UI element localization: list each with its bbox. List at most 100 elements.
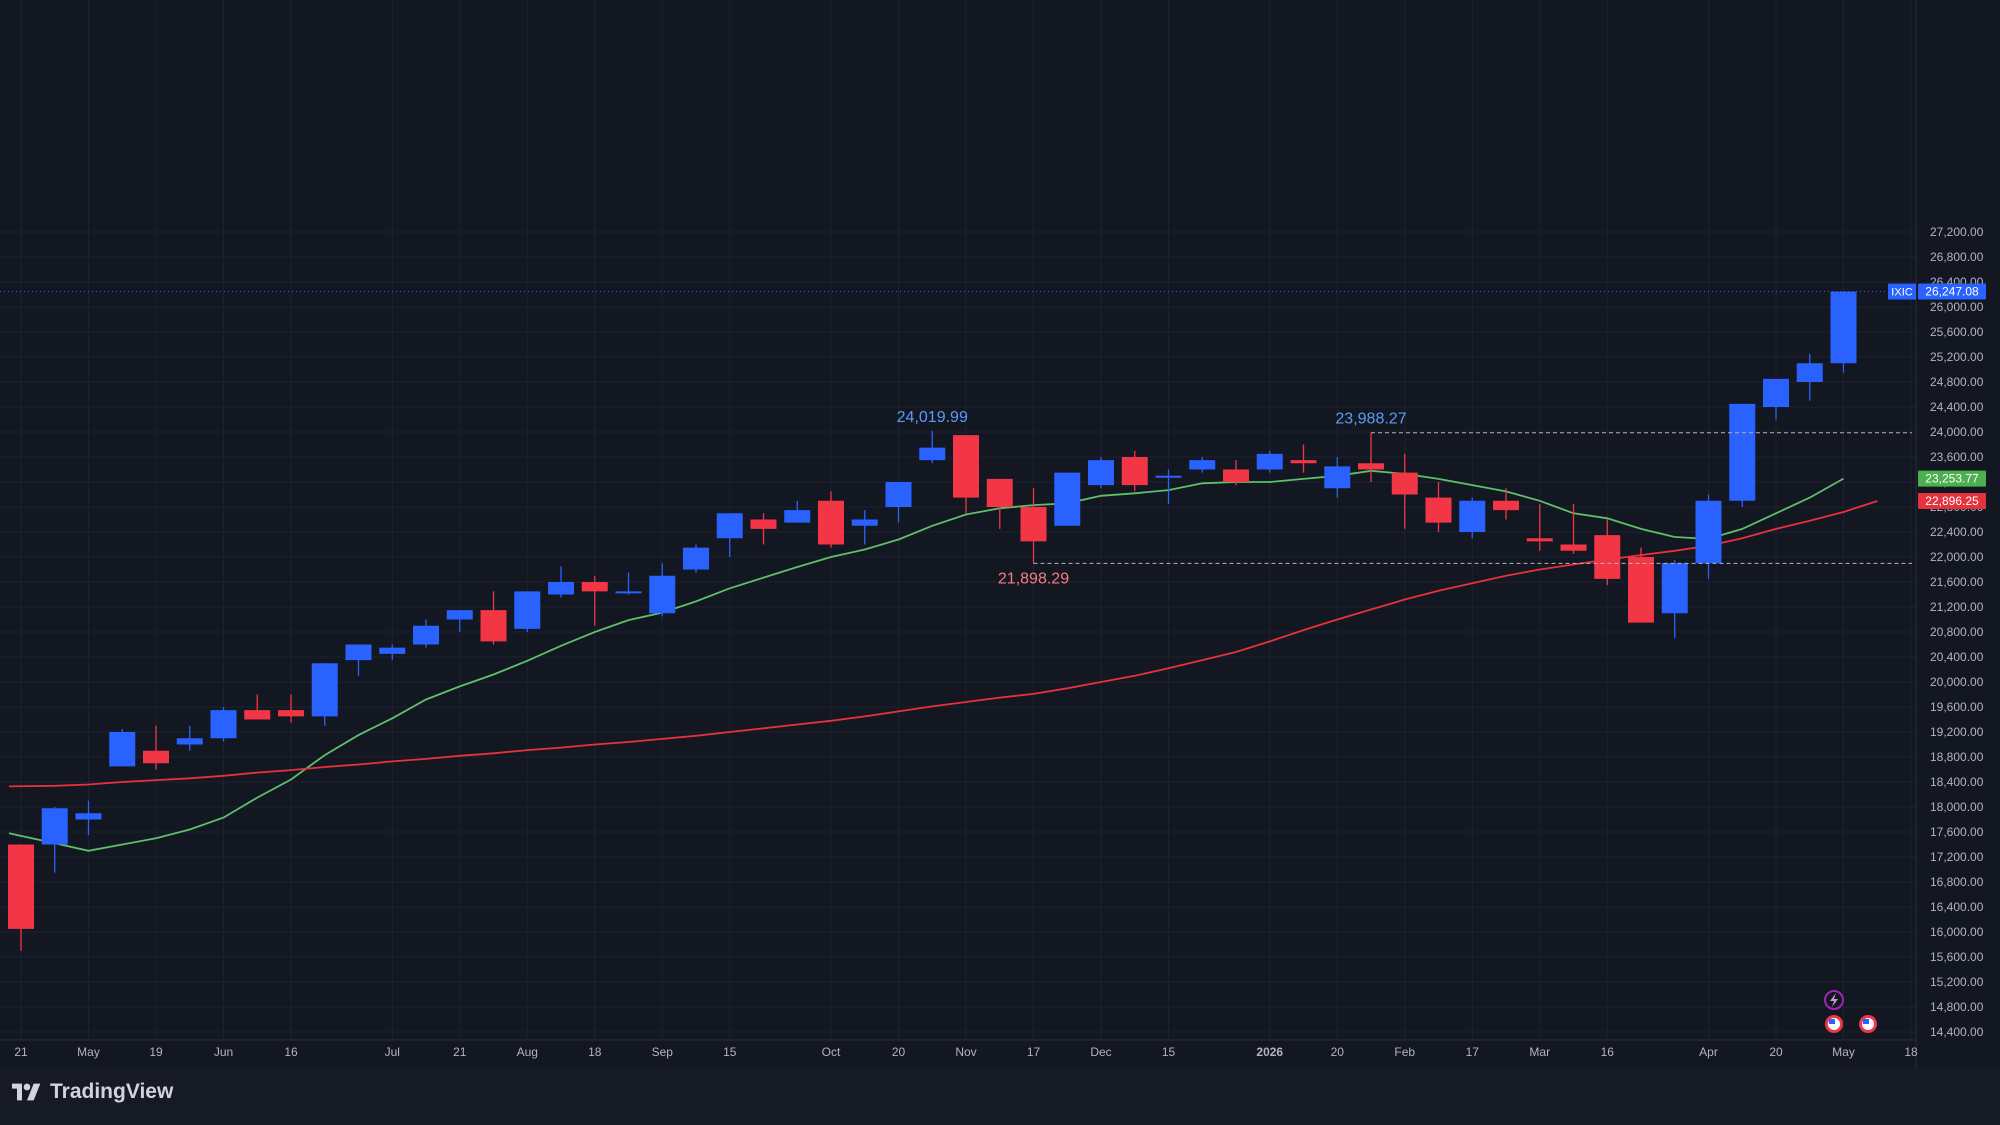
- candle[interactable]: [210, 707, 237, 742]
- price-tags: 23,253.77 22,896.25 26,247.08 IXIC: [0, 283, 1986, 509]
- us-flag-event-icon[interactable]: [1859, 1015, 1877, 1033]
- time-tick-label: 17: [1027, 1045, 1041, 1059]
- candle-body: [649, 575, 676, 614]
- us-flag-event-icon[interactable]: [1825, 1015, 1843, 1033]
- candle[interactable]: [1661, 560, 1688, 639]
- footer-bar: [0, 1068, 2000, 1125]
- candle[interactable]: [1729, 403, 1756, 507]
- tradingview-logo[interactable]: TradingView: [12, 1080, 173, 1104]
- candle[interactable]: [649, 563, 676, 617]
- candle[interactable]: [953, 435, 979, 514]
- candle[interactable]: [345, 644, 372, 676]
- candle[interactable]: [278, 694, 304, 723]
- candle-body: [818, 500, 844, 545]
- candle[interactable]: [1324, 457, 1351, 498]
- price-tick-label: 20,800.00: [1930, 625, 1984, 639]
- price-tick-label: 15,200.00: [1930, 975, 1984, 989]
- candle[interactable]: [851, 510, 878, 545]
- candle-body: [1290, 460, 1317, 464]
- candle-body: [1830, 291, 1857, 364]
- candle[interactable]: [750, 513, 777, 545]
- candle-body: [278, 710, 304, 717]
- candle[interactable]: [41, 807, 68, 873]
- event-markers[interactable]: [1824, 990, 1877, 1033]
- candle[interactable]: [1796, 353, 1823, 401]
- candle[interactable]: [1526, 503, 1553, 551]
- time-tick-label: 20: [1331, 1045, 1345, 1059]
- last-price-tag: 26,247.08: [1918, 283, 1986, 300]
- ma-fast-line: [8, 469, 1844, 852]
- time-tick-label: Dec: [1090, 1045, 1111, 1059]
- candle[interactable]: [1830, 291, 1857, 373]
- time-axis-labels[interactable]: 21 May 19 Jun 16 Jul 21 Aug 18 Sep 15 Oct 20 Nov 17 Dec…: [14, 1045, 1918, 1059]
- time-tick-label: Apr: [1699, 1045, 1718, 1059]
- candle[interactable]: [615, 572, 642, 595]
- candle[interactable]: [1763, 378, 1789, 420]
- candle-body: [986, 478, 1013, 507]
- candle-body: [1695, 500, 1722, 564]
- candle[interactable]: [1459, 497, 1486, 539]
- candle-body: [716, 513, 743, 539]
- candle-body: [1425, 497, 1452, 523]
- candle[interactable]: [413, 619, 439, 648]
- candle[interactable]: [514, 591, 541, 632]
- candle[interactable]: [446, 610, 473, 632]
- time-tick-label: 16: [284, 1045, 298, 1059]
- candle[interactable]: [919, 430, 946, 464]
- candle[interactable]: [143, 725, 169, 770]
- candle-body: [109, 732, 136, 767]
- ma-fast-price-tag-background: [1918, 470, 1986, 487]
- candle[interactable]: [1020, 488, 1047, 564]
- candle-body: [480, 610, 507, 642]
- price-tick-label: 26,000.00: [1930, 300, 1984, 314]
- candle[interactable]: [818, 491, 844, 548]
- candle[interactable]: [176, 725, 203, 751]
- price-tick-label: 16,800.00: [1930, 875, 1984, 889]
- candle-body: [750, 519, 777, 529]
- candle[interactable]: [581, 575, 608, 626]
- price-tick-label: 27,200.00: [1930, 225, 1984, 239]
- candle-body: [1054, 472, 1081, 526]
- candle[interactable]: [1155, 469, 1182, 504]
- candle[interactable]: [8, 844, 34, 951]
- high-annotation-label: 24,019.99: [897, 409, 968, 426]
- candle[interactable]: [1493, 488, 1519, 520]
- candle[interactable]: [1391, 453, 1418, 529]
- candle[interactable]: [1223, 460, 1249, 486]
- candle[interactable]: [1189, 457, 1216, 473]
- candle[interactable]: [480, 591, 507, 645]
- candle[interactable]: [379, 644, 406, 661]
- candle-body: [885, 482, 912, 507]
- candle[interactable]: [683, 544, 709, 573]
- candle[interactable]: [244, 694, 271, 720]
- candle[interactable]: [1628, 547, 1654, 623]
- candle[interactable]: [1425, 482, 1452, 532]
- candle-body: [548, 582, 574, 595]
- candle[interactable]: [1594, 519, 1621, 586]
- candle[interactable]: [1290, 444, 1317, 473]
- candle[interactable]: [784, 500, 811, 523]
- candle[interactable]: [885, 482, 912, 523]
- price-tick-label: 24,400.00: [1930, 400, 1984, 414]
- candle[interactable]: [548, 566, 574, 598]
- price-axis[interactable]: [1916, 0, 2000, 1068]
- candle[interactable]: [109, 728, 136, 767]
- candle[interactable]: [1088, 457, 1114, 489]
- high-annotation-label: 23,988.27: [1335, 411, 1406, 428]
- price-tick-label: 17,200.00: [1930, 850, 1984, 864]
- price-tick-label: 25,200.00: [1930, 350, 1984, 364]
- price-tick-label: 19,600.00: [1930, 700, 1984, 714]
- candle[interactable]: [1256, 450, 1283, 473]
- candle[interactable]: [716, 513, 743, 557]
- candle[interactable]: [986, 478, 1013, 529]
- candle[interactable]: [311, 663, 338, 726]
- candle[interactable]: [1054, 472, 1081, 526]
- time-tick-label: 20: [1769, 1045, 1783, 1059]
- lightning-event-icon[interactable]: [1824, 990, 1844, 1010]
- candle[interactable]: [1560, 503, 1587, 554]
- candle[interactable]: [1695, 494, 1722, 579]
- candle[interactable]: [1358, 432, 1384, 482]
- candle[interactable]: [1121, 450, 1148, 492]
- candle[interactable]: [75, 800, 102, 836]
